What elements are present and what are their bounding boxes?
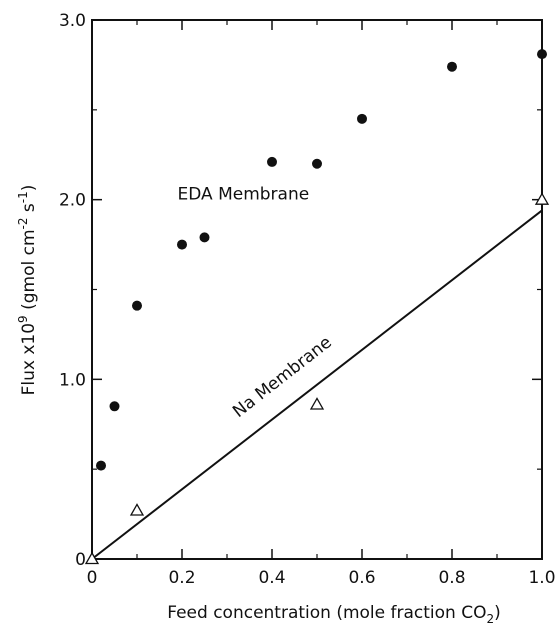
x-tick-labels: 0 0.2 0.4 0.6 0.8 1.0 [87,568,556,588]
y-axis-title-units-exp1: -2 [16,218,30,230]
na-membrane-fit-line [91,209,543,560]
y-tick-label: 3.0 [59,11,86,31]
y-tick-label: 2.0 [59,191,86,211]
eda-membrane-point [357,113,367,124]
x-tick-label: 0 [87,568,98,588]
y-axis-title-exponent: 9 [16,315,30,323]
na-membrane-point [129,503,145,516]
plot-frame-group [91,19,543,560]
x-tick-label: 1.0 [528,568,555,588]
x-axis-title-subscript: 2 [486,612,494,626]
x-tick-label: 0.4 [258,568,285,588]
x-tick-label: 0.2 [168,568,195,588]
data-points-group [84,49,550,565]
x-tick-label: 0.6 [348,568,375,588]
x-tick-label: 0.8 [438,568,465,588]
y-axis-title-units-a: (gmol cm [19,229,39,315]
eda-membrane-point [177,239,187,250]
eda-membrane-point [267,156,277,167]
y-tick-label: 1.0 [59,370,86,390]
series-annotation-label: EDA Membrane [178,185,310,205]
y-axis-title-units-c: ) [19,185,39,192]
x-axis-title-main: Feed concentration (mole fraction CO [167,603,486,623]
y-tick-label: 0 [75,550,86,570]
na-membrane-point [309,397,325,410]
x-axis-title-close: ) [494,603,501,623]
na-membrane-point [84,551,100,565]
eda-membrane-point [96,460,106,471]
eda-membrane-point [312,158,322,169]
eda-membrane-point [109,401,120,412]
y-axis-title-units-b: s [19,203,39,217]
eda-membrane-point [447,61,457,72]
eda-membrane-point [199,232,210,243]
eda-membrane-point [537,49,547,60]
y-axis-title-units-exp2: -1 [16,191,30,203]
y-tick-labels: 0 1.0 2.0 3.0 [59,11,86,570]
na-membrane-point [534,192,550,205]
eda-membrane-point [132,300,142,311]
y-axis-title-main: Flux x10 [19,323,39,395]
x-axis-title: Feed concentration (mole fraction CO2) [167,603,501,626]
tick-marks-group [91,19,543,560]
fit-line-group [91,209,543,560]
y-axis-title: Flux x109 (gmol cm-2 s-1) [16,185,39,396]
plot-frame [91,19,543,560]
